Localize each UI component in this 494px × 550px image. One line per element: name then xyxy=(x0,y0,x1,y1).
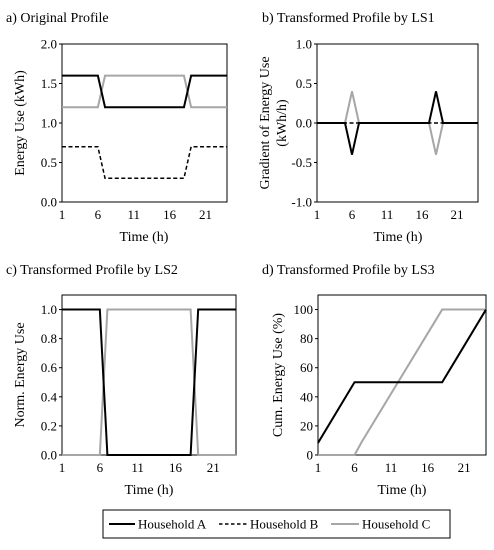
panel-d-y-axis-label: Cum. Energy Use (%) xyxy=(271,313,286,437)
legend-label-household-b: Household B xyxy=(250,517,319,532)
panel-b-marks xyxy=(317,91,478,155)
panel-a-x-tick-label: 1 xyxy=(59,207,66,222)
panel-d-y-tick-label: 100 xyxy=(294,302,314,317)
panel-c-y-ticks: 0.0 0.2 0.4 0.6 0.8 1.0 xyxy=(41,302,62,463)
panel-a-x-tick-label: 11 xyxy=(127,207,140,222)
legend-entry-household-a: Household A xyxy=(109,517,207,532)
panel-b: b) Transformed Profile by LS1 -1.0 -0.5 0.… xyxy=(258,11,479,245)
panel-d-x-axis-label: Time (h) xyxy=(378,483,427,498)
panel-b-x-axis-label: Time (h) xyxy=(374,230,423,245)
panel-d: d) Transformed Profile by LS3 0 20 40 60 80 1… xyxy=(262,263,487,498)
panel-b-y-tick-label: 0.5 xyxy=(296,76,312,91)
panel-c: c) Transformed Profile by LS2 0.00.20.40… xyxy=(6,263,237,498)
panel-a-y-tick-label: 1.0 xyxy=(41,116,57,131)
panel-b-y-tick-label: -0.5 xyxy=(291,155,312,170)
panel-d-y-tick-label: 80 xyxy=(300,331,313,346)
panel-c-x-tick-label: 6 xyxy=(97,460,104,475)
panel-b-y-ticks: -1.0 -0.5 0.0 0.5 1.0 xyxy=(291,37,317,210)
panel-d-title: d) Transformed Profile by LS3 xyxy=(262,263,435,278)
panel-d-x-tick-label: 1 xyxy=(315,460,322,475)
panel-c-x-axis-label: Time (h) xyxy=(125,483,174,498)
panel-c-y-tick-label: 0.0 xyxy=(41,448,57,463)
panel-a-series-household-b xyxy=(62,145,227,180)
panel-d-series-household-c xyxy=(318,308,486,456)
panel-c-x-ticks: 1 6 11 16 21 xyxy=(59,460,220,475)
panel-b-x-tick-label: 16 xyxy=(416,207,430,222)
legend: Household A Household B Household C xyxy=(102,509,451,539)
panel-d-y-ticks: 0 20 40 60 80 100 xyxy=(294,302,318,463)
panel-d-plot-frame xyxy=(317,294,487,456)
panel-a-series-household-c xyxy=(62,74,227,109)
panel-c-x-tick-label: 16 xyxy=(169,460,183,475)
legend-label-household-c: Household C xyxy=(362,517,430,532)
panel-a-y-ticks: 0.0 0.5 1.0 1.5 2.0 xyxy=(41,37,62,210)
panel-d-x-ticks: 1 6 11 16 21 xyxy=(315,460,471,475)
panel-a-y-tick-label: 2.0 xyxy=(41,37,57,52)
panel-c-series-household-c xyxy=(62,308,236,456)
panel-a-x-ticks: 1 6 11 16 21 xyxy=(59,207,212,222)
panel-d-x-tick-label: 21 xyxy=(458,460,471,475)
panel-b-x-tick-label: 21 xyxy=(451,207,464,222)
panel-c-marks xyxy=(62,308,236,456)
legend-box xyxy=(102,509,451,539)
panel-d-y-tick-label: 60 xyxy=(300,360,313,375)
panel-c-plot-frame xyxy=(61,294,237,456)
panel-c-x-tick-label: 1 xyxy=(59,460,66,475)
panel-b-x-tick-label: 6 xyxy=(349,207,356,222)
panel-d-y-tick-label: 0 xyxy=(307,448,314,463)
panel-b-y-axis-label-line-2: (kWh/h) xyxy=(275,99,290,147)
panel-a-x-axis-label: Time (h) xyxy=(120,230,169,245)
panel-d-y-tick-label: 20 xyxy=(300,418,313,433)
panel-c-series-household-a xyxy=(62,308,236,456)
panel-b-y-tick-label: 0.0 xyxy=(296,116,312,131)
panel-d-x-tick-label: 11 xyxy=(385,460,398,475)
legend-entry-household-b: Household B xyxy=(219,517,319,532)
panel-c-title: c) Transformed Profile by LS2 xyxy=(6,263,178,278)
panel-b-x-ticks: 1 6 11 16 21 xyxy=(314,207,464,222)
panel-a-marks xyxy=(62,74,227,180)
panel-b-x-tick-label: 11 xyxy=(381,207,394,222)
panel-d-marks xyxy=(317,308,487,456)
panel-c-x-tick-label: 21 xyxy=(207,460,220,475)
panel-a-y-tick-label: 1.5 xyxy=(41,76,57,91)
panel-d-x-tick-label: 16 xyxy=(421,460,435,475)
panel-a-x-tick-label: 21 xyxy=(199,207,212,222)
panel-c-y-tick-label: 0.8 xyxy=(41,331,57,346)
panel-a: a) Original Profile 0.00.51.01.52.0 1 6 11… xyxy=(6,11,228,245)
panel-c-y-tick-label: 0.4 xyxy=(41,389,58,404)
panel-a-y-tick-label: 0.0 xyxy=(41,195,57,210)
panel-a-x-tick-label: 6 xyxy=(95,207,102,222)
panel-b-y-tick-label: -1.0 xyxy=(291,195,312,210)
panel-b-y-tick-label: 1.0 xyxy=(296,37,312,52)
panel-b-title: b) Transformed Profile by LS1 xyxy=(262,11,435,26)
panel-c-y-tick-label: 1.0 xyxy=(41,302,57,317)
panel-a-series-household-a xyxy=(62,74,227,109)
panel-d-y-tick-label: 40 xyxy=(300,389,313,404)
panel-b-x-tick-label: 1 xyxy=(314,207,321,222)
panel-c-y-axis-label: Norm. Energy Use xyxy=(13,322,28,427)
panel-b-y-axis-label-line-1: Gradient of Energy Use xyxy=(258,56,273,189)
legend-entry-household-c: Household C xyxy=(331,517,430,532)
panel-a-y-tick-label: 0.5 xyxy=(41,155,57,170)
panel-a-title: a) Original Profile xyxy=(6,11,109,26)
panel-d-x-tick-label: 6 xyxy=(351,460,358,475)
panel-a-x-tick-label: 16 xyxy=(163,207,177,222)
panel-b-series-household-a xyxy=(317,91,478,155)
panel-c-x-tick-label: 11 xyxy=(131,460,144,475)
panel-d-series-household-a xyxy=(317,309,487,444)
panel-c-y-tick-label: 0.6 xyxy=(41,360,58,375)
panel-c-y-tick-label: 0.2 xyxy=(41,418,57,433)
panel-a-y-axis-label: Energy Use (kWh) xyxy=(13,70,28,176)
legend-label-household-a: Household A xyxy=(138,517,207,532)
